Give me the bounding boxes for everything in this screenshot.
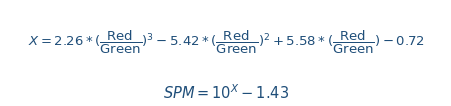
Text: $\mathit{X} = 2.26 * (\dfrac{\mathrm{Red}}{\mathrm{Green}})^3 - 5.42 * (\dfrac{\: $\mathit{X} = 2.26 * (\dfrac{\mathrm{Red… (28, 29, 423, 56)
Text: $\mathit{SPM} = 10^{\mathit{X}} - 1.43$: $\mathit{SPM} = 10^{\mathit{X}} - 1.43$ (162, 83, 289, 102)
